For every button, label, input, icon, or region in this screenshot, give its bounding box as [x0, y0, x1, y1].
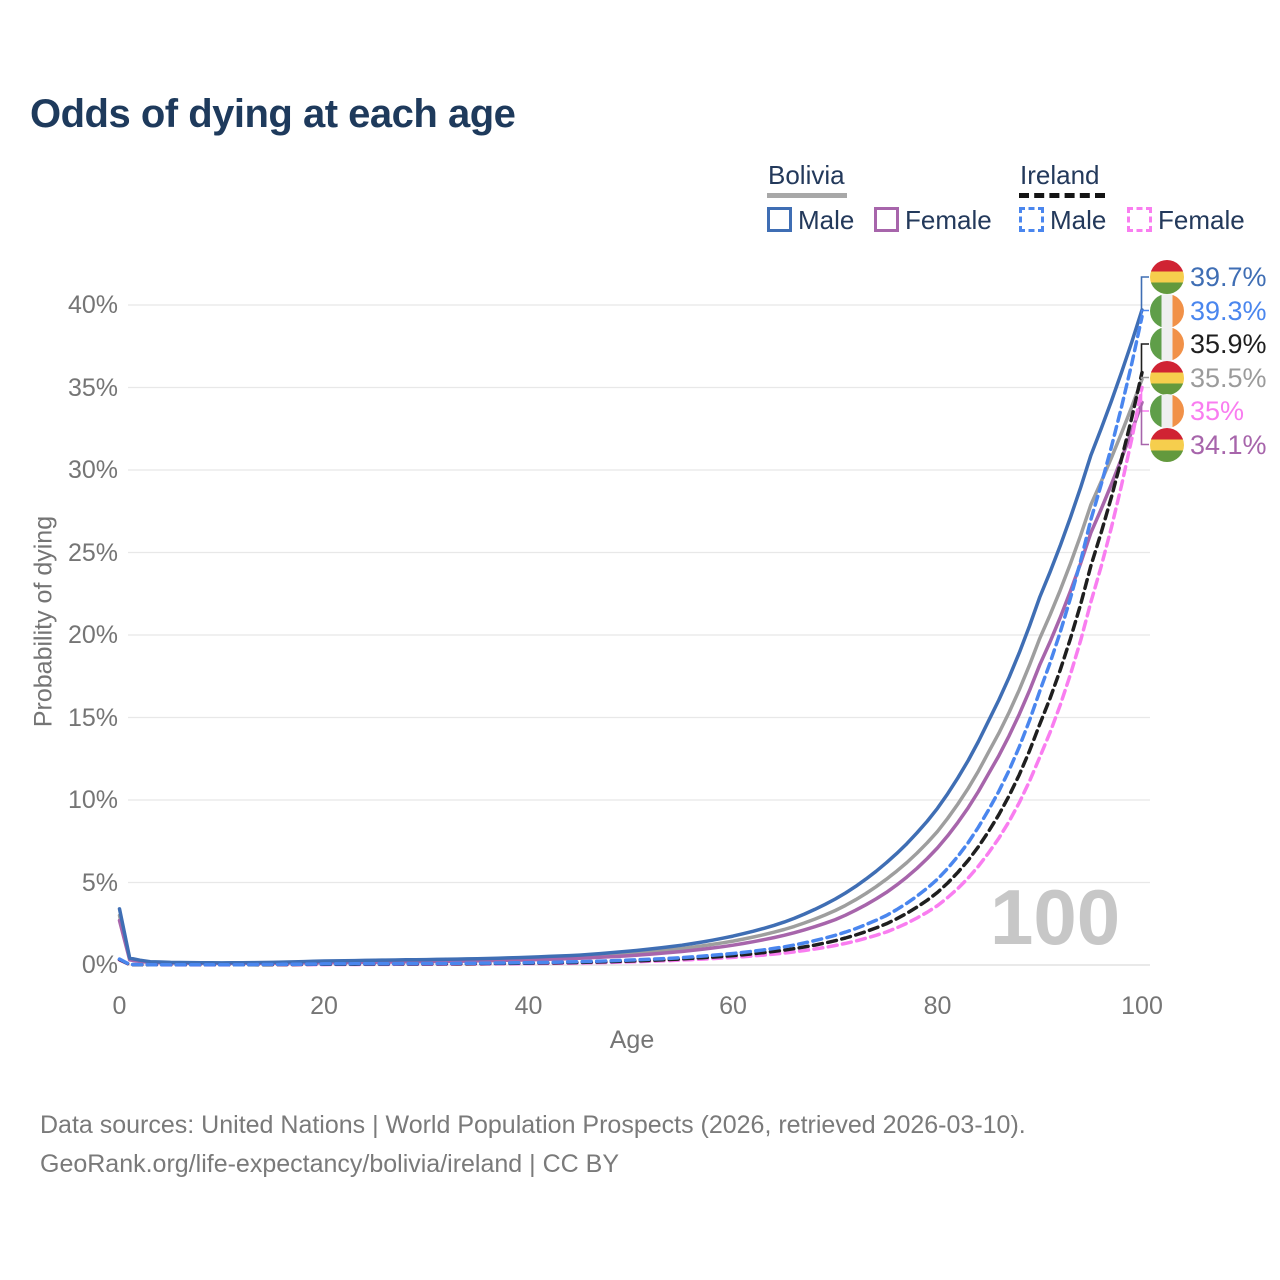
x-tick-label: 80: [923, 992, 952, 1020]
x-axis-title: Age: [609, 1026, 655, 1054]
legend-group-ireland-label: Ireland: [1020, 160, 1100, 190]
legend-item-label: Male: [1050, 205, 1107, 235]
leader-line-bolivia-male: [1140, 276, 1149, 310]
series-line-bolivia-total: [117, 377, 1144, 965]
end-value-label-ireland-male: 39.3%: [1190, 295, 1267, 326]
bolivia-flag-icon: [1150, 260, 1184, 294]
footer: Data sources: United Nations | World Pop…: [40, 1106, 1026, 1184]
leader-line-bolivia-female: [1140, 402, 1149, 446]
end-value-label-ireland-female: 35%: [1190, 396, 1245, 426]
y-tick-label: 0%: [81, 951, 118, 979]
series-line-ireland-male: [117, 314, 1144, 967]
series-line-ireland-female: [117, 385, 1144, 967]
bolivia-male-swatch: [767, 207, 792, 232]
end-value-label-bolivia-total: 35.5%: [1190, 362, 1267, 393]
leader-line-ireland-male: [1140, 309, 1149, 317]
page-title: Odds of dying at each age: [30, 92, 516, 136]
bolivia-female-swatch: [874, 207, 899, 232]
y-tick-label: 25%: [67, 538, 118, 567]
y-tick-label: 5%: [81, 868, 118, 897]
y-tick-label: 30%: [67, 456, 118, 484]
series-line-bolivia-female: [117, 400, 1144, 966]
ireland-female-swatch: [1127, 207, 1152, 232]
end-value-label-bolivia-male: 39.7%: [1190, 262, 1267, 292]
ireland-flag-icon: [1150, 293, 1184, 328]
y-tick-label: 10%: [67, 786, 118, 814]
legend-item-label: Male: [798, 205, 855, 235]
series-line-ireland-total: [117, 370, 1144, 967]
attribution-line: GeoRank.org/life-expectancy/bolivia/irel…: [40, 1150, 619, 1178]
x-tick-label: 20: [310, 992, 338, 1020]
age-watermark: 100: [990, 873, 1121, 961]
ireland-male-swatch: [1019, 207, 1044, 232]
x-tick-label: 40: [514, 992, 543, 1020]
ireland-flag-icon: [1150, 327, 1184, 361]
y-tick-label: 40%: [67, 291, 118, 319]
y-tick-label: 20%: [67, 621, 118, 649]
end-value-label-bolivia-female: 34.1%: [1190, 429, 1267, 460]
ireland-dashed-line-swatch: [1019, 193, 1105, 198]
ireland-flag-icon: [1150, 394, 1184, 428]
leader-line-bolivia-total: [1140, 376, 1149, 380]
legend-item-label: Female: [1158, 205, 1245, 235]
x-tick-label: 0: [112, 992, 127, 1020]
data-source-line: Data sources: United Nations | World Pop…: [40, 1111, 1026, 1139]
x-tick-label: 60: [719, 992, 747, 1020]
bolivia-solid-line-swatch: [767, 193, 847, 198]
legend-group-bolivia-label: Bolivia: [768, 160, 845, 190]
leader-line-ireland-total: [1140, 343, 1149, 373]
y-tick-label: 35%: [67, 373, 118, 402]
bolivia-flag-icon: [1150, 360, 1184, 395]
bolivia-flag-icon: [1150, 427, 1184, 462]
x-tick-label: 100: [1121, 992, 1163, 1020]
legend-item-label: Female: [905, 205, 992, 235]
series-line-bolivia-male: [117, 308, 1144, 965]
y-tick-label: 15%: [67, 703, 118, 732]
end-value-label-ireland-total: 35.9%: [1190, 329, 1267, 359]
